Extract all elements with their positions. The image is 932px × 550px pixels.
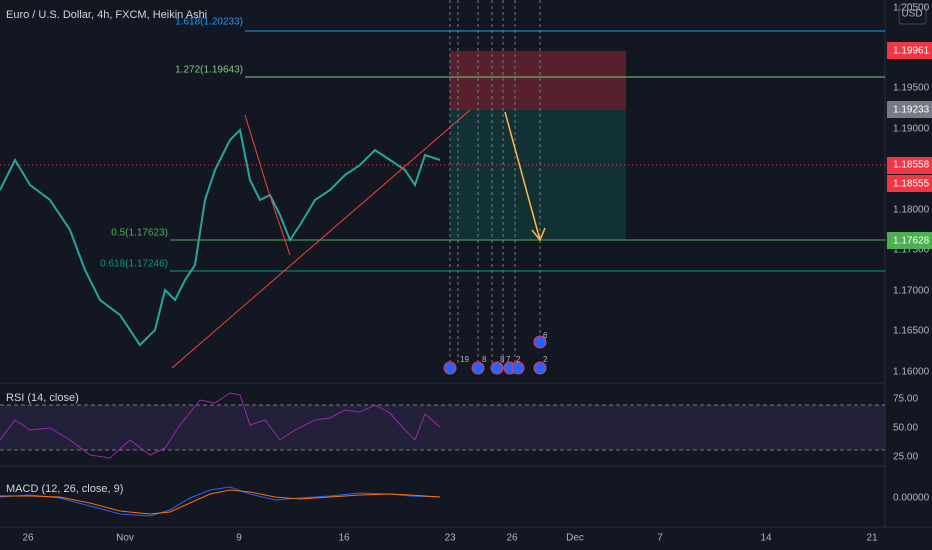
time-tick: 23: [444, 533, 456, 544]
event-lines: [449, 0, 541, 365]
price-tick: 1.16500: [893, 326, 930, 337]
macd-line: [0, 486, 441, 517]
time-tick: 16: [338, 533, 350, 544]
rsi-tick: 50.00: [893, 423, 918, 434]
price-badge: 1.19233: [893, 105, 930, 116]
signal-line: [0, 489, 441, 515]
fib-label: 1.272(1.19643): [175, 65, 243, 76]
time-tick: 26: [22, 533, 34, 544]
macd-tick: 0.00000: [893, 493, 930, 504]
event-count: 8: [500, 355, 505, 364]
pattern-line[interactable]: [244, 114, 291, 256]
event-count: 2: [543, 355, 548, 364]
event-count: 19: [460, 355, 469, 364]
fib-label: 1.618(1.20233): [175, 17, 243, 28]
price-series: [0, 127, 441, 347]
price-tick: 1.20500: [893, 3, 930, 14]
price-badge: 1.19961: [893, 46, 930, 57]
time-axis: 26 Nov 9 16 23 26 Dec 7 14 21: [22, 533, 878, 544]
time-tick: 26: [506, 533, 518, 544]
price-tick: 1.17000: [893, 286, 930, 297]
event-count: 2: [516, 355, 521, 364]
price-badge: 1.17628: [893, 236, 930, 247]
rsi-label: RSI (14, close): [6, 392, 79, 404]
price-tick: 1.19500: [893, 83, 930, 94]
target-zone[interactable]: [450, 110, 626, 240]
symbol-title: Euro / U.S. Dollar, 4h, FXCM, Heikin Ash…: [6, 9, 207, 21]
event-count: 6: [543, 331, 548, 340]
price-tick: 1.18000: [893, 205, 930, 216]
fib-label: 0.618(1.17246): [100, 259, 168, 270]
event-count: 7: [506, 355, 511, 364]
time-tick: 21: [866, 533, 878, 544]
price-tick: 1.19000: [893, 124, 930, 135]
rsi-line: [0, 392, 441, 459]
event-icons[interactable]: 19 8 8 7 2 6 2: [443, 331, 548, 375]
price-badge: 1.18558: [893, 160, 930, 171]
fib-label: 0.5(1.17623): [111, 228, 168, 239]
arrow-head: [531, 227, 546, 242]
event-count: 8: [482, 355, 487, 364]
rsi-band: [0, 405, 885, 450]
rsi-tick: 25.00: [893, 452, 918, 463]
projection-arrow[interactable]: [504, 111, 541, 241]
macd-label: MACD (12, 26, close, 9): [6, 483, 123, 495]
price-tick: 1.16000: [893, 367, 930, 378]
price-axis: 1.20500 1.19500 1.19000 1.18000 1.17500 …: [893, 3, 930, 378]
stop-zone[interactable]: [450, 51, 626, 110]
price-tick: 1.17500: [893, 245, 930, 256]
time-tick: Nov: [116, 533, 134, 544]
price-badge: 1.18555: [893, 179, 930, 190]
rsi-tick: 75.00: [893, 394, 918, 405]
currency-label[interactable]: USD: [901, 9, 922, 20]
price-badges: 1.19961 1.19233 1.18558 1.18555 1.17628: [887, 42, 932, 249]
trend-line[interactable]: [171, 109, 471, 369]
time-tick: Dec: [566, 533, 584, 544]
currency-button[interactable]: [898, 3, 927, 25]
time-tick: 7: [657, 533, 663, 544]
time-tick: 14: [760, 533, 772, 544]
time-tick: 9: [236, 533, 242, 544]
